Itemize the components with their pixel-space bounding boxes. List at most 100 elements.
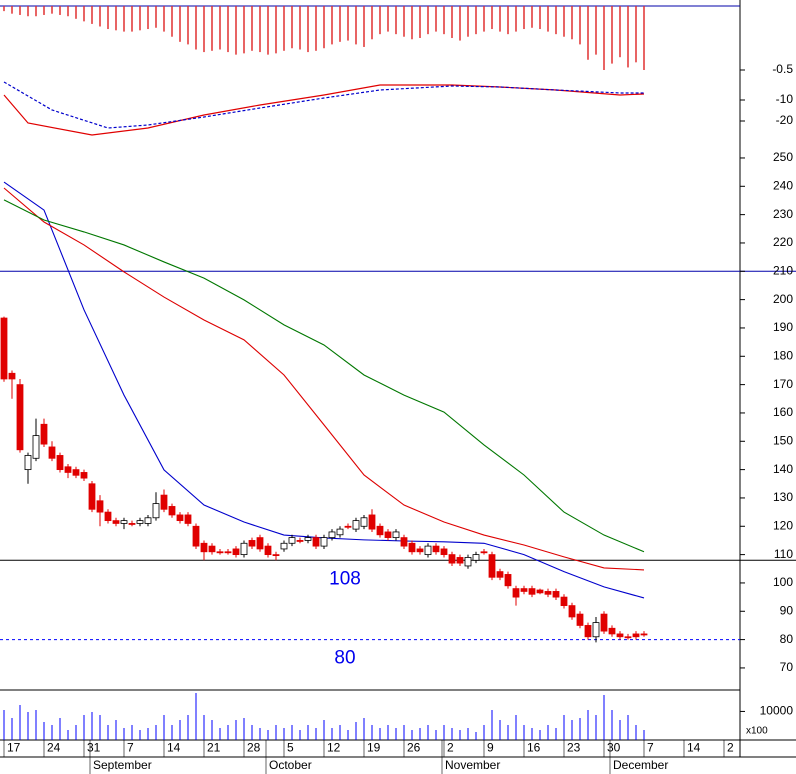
candle-body bbox=[584, 625, 592, 638]
y-tick-label: 210 bbox=[773, 263, 793, 277]
candle-body bbox=[400, 537, 408, 547]
y-tick-label: -10 bbox=[776, 92, 794, 106]
month-label: November bbox=[445, 758, 500, 772]
candle-body bbox=[256, 537, 264, 550]
candle-body bbox=[144, 517, 152, 524]
candle-body bbox=[104, 511, 112, 522]
candle-body bbox=[248, 540, 256, 547]
candle-body bbox=[416, 548, 424, 553]
candle-body bbox=[592, 622, 600, 638]
month-label: December bbox=[613, 758, 668, 772]
candle-body bbox=[496, 571, 504, 578]
x-tick-label: 24 bbox=[47, 741, 61, 755]
x-tick-label: 7 bbox=[127, 741, 134, 755]
candle-body bbox=[24, 455, 32, 471]
candle-body bbox=[192, 525, 200, 547]
candle-body bbox=[64, 466, 72, 473]
candle-body bbox=[56, 455, 64, 471]
candle-body bbox=[632, 633, 640, 638]
candle-body bbox=[552, 591, 560, 598]
candle-body bbox=[280, 542, 288, 550]
candle-body bbox=[368, 514, 376, 530]
candle-body bbox=[360, 517, 368, 527]
candle-body bbox=[96, 500, 104, 513]
candle-body bbox=[544, 591, 552, 595]
candle-body bbox=[640, 633, 648, 636]
candle-body bbox=[8, 372, 16, 380]
x-tick-label: 2 bbox=[727, 741, 734, 755]
candle-body bbox=[432, 545, 440, 553]
y-tick-label: 160 bbox=[773, 405, 793, 419]
y-tick-label: 140 bbox=[773, 462, 793, 476]
y-tick-label: 240 bbox=[773, 178, 793, 192]
y-tick-label: 120 bbox=[773, 518, 793, 532]
month-label: October bbox=[269, 758, 312, 772]
candle-body bbox=[112, 520, 120, 524]
candle-body bbox=[168, 506, 176, 516]
y-tick-label: -20 bbox=[776, 113, 794, 127]
y-tick-label: 150 bbox=[773, 433, 793, 447]
candle-body bbox=[488, 554, 496, 578]
candle-body bbox=[560, 596, 568, 607]
candle-body bbox=[296, 540, 304, 542]
y-tick-label: 180 bbox=[773, 348, 793, 362]
candle-body bbox=[304, 537, 312, 541]
candle-body bbox=[536, 589, 544, 594]
indicator-line bbox=[3, 187, 645, 571]
indicator-line bbox=[3, 199, 645, 553]
level-label: 80 bbox=[334, 648, 355, 669]
candle-body bbox=[464, 557, 472, 567]
candle-body bbox=[200, 542, 208, 553]
candle-body bbox=[288, 537, 296, 544]
candle-body bbox=[568, 605, 576, 618]
y-tick-label: 220 bbox=[773, 235, 793, 249]
x-tick-label: 23 bbox=[567, 741, 581, 755]
candle-body bbox=[528, 588, 536, 595]
indicator-line bbox=[3, 81, 644, 129]
candle-body bbox=[392, 531, 400, 539]
candle-body bbox=[456, 557, 464, 564]
candle-body bbox=[136, 520, 144, 524]
candle-body bbox=[80, 472, 88, 479]
candle-body bbox=[472, 554, 480, 561]
candle-body bbox=[344, 525, 352, 528]
candle-body bbox=[120, 520, 128, 524]
x-tick-label: 7 bbox=[647, 741, 654, 755]
candle-body bbox=[232, 548, 240, 556]
x-tick-label: 16 bbox=[527, 741, 541, 755]
candle-body bbox=[624, 636, 632, 639]
x-tick-label: 14 bbox=[167, 741, 181, 755]
x-tick-label: 19 bbox=[367, 741, 381, 755]
candle-body bbox=[224, 551, 232, 554]
candle-body bbox=[376, 525, 384, 536]
y-tick-label: 200 bbox=[773, 292, 793, 306]
y-tick-label: -0.5 bbox=[772, 62, 793, 76]
candle-body bbox=[520, 588, 528, 592]
y-tick-label: 170 bbox=[773, 377, 793, 391]
y-tick-label: 130 bbox=[773, 490, 793, 504]
candle-body bbox=[600, 613, 608, 632]
candle-body bbox=[576, 613, 584, 626]
x-tick-label: 30 bbox=[607, 741, 621, 755]
candle-body bbox=[176, 514, 184, 522]
candle-body bbox=[48, 446, 56, 459]
candle-body bbox=[480, 551, 488, 554]
candle-body bbox=[264, 545, 272, 556]
candle-body bbox=[616, 633, 624, 638]
x-tick-label: 14 bbox=[687, 741, 701, 755]
candle-body bbox=[184, 514, 192, 524]
candle-body bbox=[160, 494, 168, 510]
x-tick-label: 12 bbox=[327, 741, 341, 755]
candle-body bbox=[0, 317, 8, 380]
candle-body bbox=[32, 435, 40, 459]
candle-body bbox=[336, 528, 344, 536]
candle-body bbox=[448, 554, 456, 564]
candle-body bbox=[504, 574, 512, 587]
candle-body bbox=[320, 537, 328, 547]
y-tick-label: 110 bbox=[774, 547, 793, 561]
candle-body bbox=[216, 551, 224, 554]
x-tick-label: 5 bbox=[287, 741, 294, 755]
candle-body bbox=[208, 545, 216, 553]
